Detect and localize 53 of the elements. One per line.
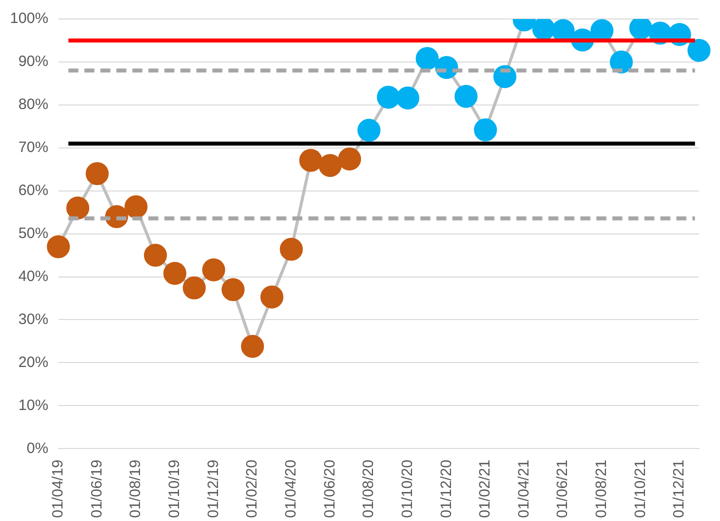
y-tick-label: 0% (26, 440, 48, 457)
y-tick-label: 100% (10, 10, 48, 28)
x-tick-label: 01/08/21 (593, 460, 610, 518)
point (376, 86, 400, 109)
x-tick-label: 01/08/19 (127, 460, 144, 518)
point (280, 238, 303, 261)
point (338, 148, 362, 171)
point (299, 148, 322, 172)
point (629, 19, 652, 40)
x-tick-label: 01/02/21 (476, 460, 494, 518)
y-tick-label: 50% (18, 224, 48, 242)
point (202, 258, 226, 282)
x-tick-label: 01/12/19 (204, 460, 222, 518)
point (260, 285, 284, 308)
y-tick-label: 30% (18, 310, 48, 328)
point (688, 38, 710, 62)
x-tick-label: 01/06/20 (321, 460, 338, 518)
x-tick-label: 01/10/21 (632, 460, 649, 518)
y-tick-label: 70% (18, 139, 48, 156)
x-tick-label: 01/10/20 (398, 460, 416, 518)
point (222, 278, 245, 302)
point (124, 195, 148, 218)
point (163, 262, 186, 285)
point (610, 50, 633, 74)
point (182, 276, 206, 300)
x-tick-label: 01/04/20 (282, 460, 300, 518)
point (454, 84, 478, 108)
y-tick-label: 60% (18, 182, 48, 199)
x-tick-label: 01/12/20 (438, 460, 455, 518)
x-tick-label: 01/02/20 (244, 460, 261, 518)
x-tick-label: 01/08/20 (360, 460, 378, 518)
y-tick-label: 10% (18, 396, 48, 414)
point (532, 19, 556, 40)
point (240, 334, 264, 358)
y-tick-label: 80% (18, 96, 48, 114)
point (474, 118, 497, 142)
x-tick-label: 01/06/21 (554, 460, 572, 518)
point (318, 154, 342, 177)
x-tick-label: 01/04/19 (50, 460, 67, 518)
point (144, 244, 167, 267)
point (396, 86, 420, 110)
point (66, 196, 90, 220)
y-tick-label: 90% (18, 53, 48, 70)
x-tick-label: 01/04/21 (515, 460, 532, 518)
point (86, 162, 109, 186)
point (357, 118, 380, 142)
y-tick-label: 40% (18, 268, 48, 285)
x-tick-label: 01/10/19 (166, 460, 183, 518)
point (416, 47, 439, 70)
x-tick-label: 01/12/21 (670, 460, 688, 518)
y-tick-label: 20% (18, 354, 48, 371)
point (46, 235, 70, 258)
x-tick-label: 01/06/19 (88, 460, 106, 518)
